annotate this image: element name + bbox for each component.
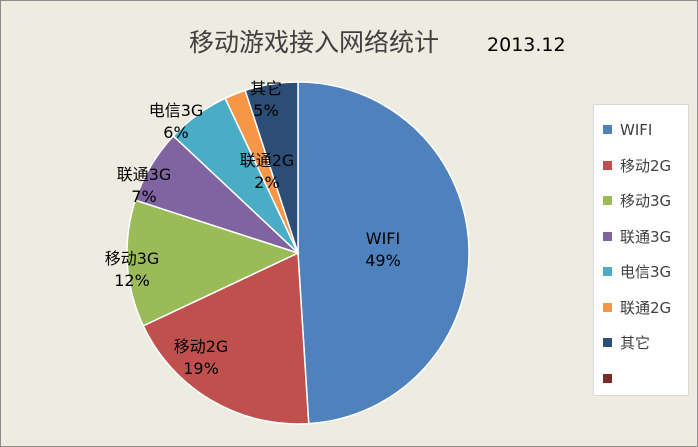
legend-item: 联通3G	[603, 227, 687, 247]
legend-item	[603, 369, 687, 389]
legend-swatch	[603, 125, 612, 134]
legend-item: WIFI	[603, 120, 687, 140]
legend: WIFI 移动2G 移动3G 联通3G 电信3G 联通2G 其它	[593, 104, 689, 396]
slice-name-label: 联通2G	[240, 151, 295, 170]
legend-item: 其它	[603, 333, 687, 353]
legend-item: 电信3G	[603, 262, 687, 282]
legend-label: 移动2G	[620, 156, 672, 175]
legend-item: 移动3G	[603, 191, 687, 211]
slice-name-label: 移动3G	[105, 249, 160, 268]
chart-title-text: 移动游戏接入网络统计	[189, 28, 440, 57]
slice-percent-label: 7%	[131, 187, 156, 206]
slice-name-label: WIFI	[366, 229, 400, 248]
legend-item: 移动2G	[603, 156, 687, 176]
slice-percent-label: 6%	[163, 123, 188, 142]
pie-slice-1	[142, 251, 310, 425]
legend-label: 联通2G	[620, 298, 672, 317]
pie-slice-2	[126, 199, 301, 327]
pie-slice-0	[297, 81, 470, 425]
slice-name-label: 其它	[250, 79, 282, 98]
legend-label: 联通3G	[620, 227, 672, 246]
legend-swatch	[603, 338, 612, 347]
legend-label: 电信3G	[620, 263, 672, 281]
pie-slice-6	[244, 81, 299, 254]
legend-item: 联通2G	[603, 298, 687, 318]
legend-swatch	[603, 302, 612, 312]
legend-swatch	[603, 196, 612, 205]
chart-title: 移动游戏接入网络统计 2013.12	[189, 23, 566, 59]
legend-swatch	[603, 267, 612, 276]
legend-swatch	[603, 373, 612, 383]
chart-subtitle: 2013.12	[487, 34, 566, 56]
slice-name-label: 联通3G	[117, 165, 172, 184]
slice-percent-label: 19%	[183, 359, 219, 378]
slice-name-label: 移动2G	[174, 337, 229, 356]
legend-swatch	[603, 160, 612, 170]
slice-percent-label: 49%	[365, 251, 401, 270]
legend-swatch	[603, 231, 612, 241]
slice-name-label: 电信3G	[149, 101, 204, 120]
slice-percent-label: 12%	[114, 271, 150, 290]
legend-label: WIFI	[620, 121, 653, 139]
slice-percent-label: 2%	[254, 173, 279, 192]
slice-percent-label: 5%	[253, 101, 278, 120]
legend-label: 移动3G	[620, 192, 672, 210]
legend-label: 其它	[620, 334, 651, 352]
